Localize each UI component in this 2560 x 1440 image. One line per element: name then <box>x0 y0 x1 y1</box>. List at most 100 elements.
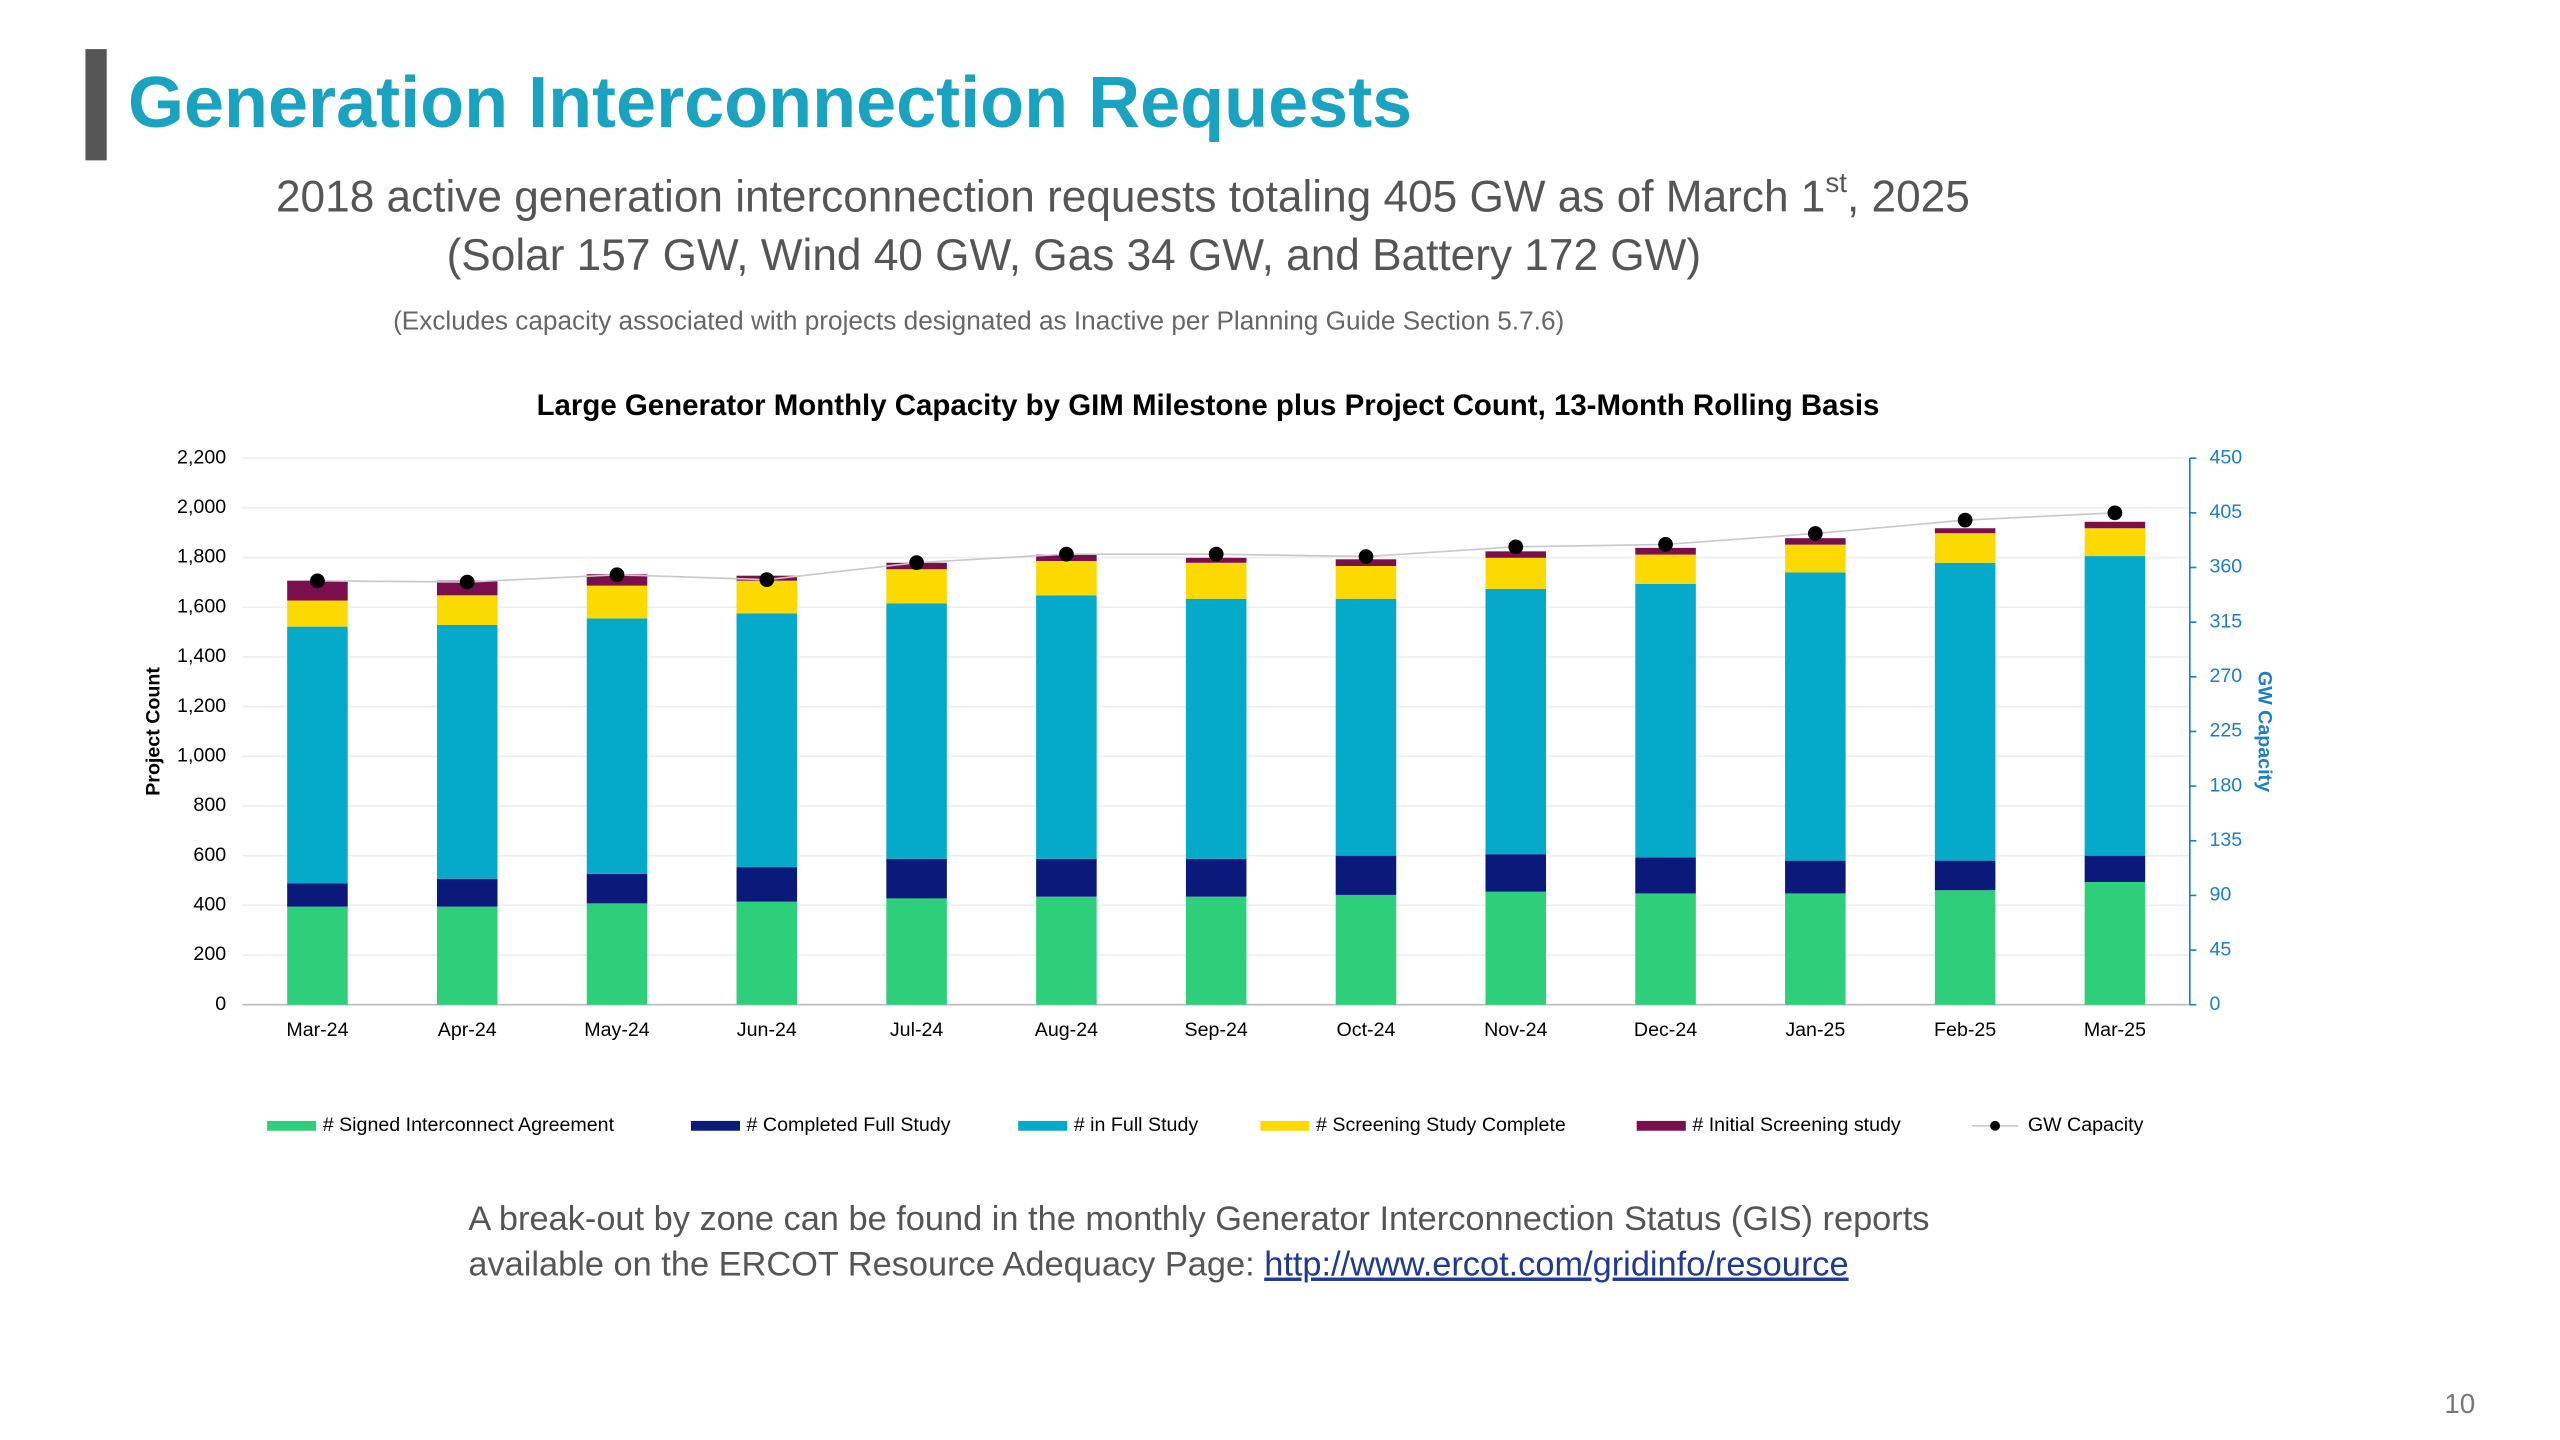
chart-title: Large Generator Monthly Capacity by GIM … <box>537 389 1880 422</box>
legend-label: # Initial Screening study <box>1692 1114 1901 1136</box>
footer-text: available on the ERCOT Resource Adequacy… <box>468 1246 1264 1284</box>
subtitle-text: 2018 active generation interconnection r… <box>276 172 1825 221</box>
bar-segment <box>1635 893 1696 1005</box>
bar-segment <box>1335 894 1397 1005</box>
gw-point <box>310 573 325 589</box>
bar-segment <box>586 585 648 619</box>
y-tick-label: 1,000 <box>177 744 226 766</box>
y2-axis-label: GW Capacity <box>2253 671 2275 792</box>
legend-swatch <box>267 1120 317 1131</box>
note: (Excludes capacity associated with proje… <box>393 305 1564 335</box>
legend-label: # Completed Full Study <box>747 1114 951 1136</box>
bar-segment <box>436 906 498 1005</box>
y-tick-label: 1,600 <box>177 595 226 617</box>
bar-segment <box>287 600 348 627</box>
bar-segment <box>1036 896 1097 1005</box>
bar-segment <box>586 618 648 874</box>
subtitle: (Solar 157 GW, Wind 40 GW, Gas 34 GW, an… <box>447 231 1701 280</box>
bar-segment <box>1485 557 1547 589</box>
x-tick-label: Oct-24 <box>1337 1019 1396 1041</box>
bar-segment <box>886 569 947 604</box>
bar-segment <box>1185 562 1247 599</box>
legend-label: # in Full Study <box>1074 1114 1199 1136</box>
gw-point <box>909 555 924 570</box>
y-tick-label: 0 <box>215 993 226 1015</box>
bar-segment <box>2084 855 2146 883</box>
bar-segment <box>736 867 798 902</box>
bar-segment <box>1335 598 1397 856</box>
gw-point <box>759 572 775 587</box>
legend-swatch <box>1636 1120 1686 1131</box>
bar-segment <box>1036 561 1097 596</box>
bar-segment <box>1335 855 1397 895</box>
gw-point <box>2107 505 2123 521</box>
x-tick-label: Mar-24 <box>286 1019 348 1041</box>
bar-segment <box>1785 860 1846 894</box>
bar-segment <box>2084 556 2146 856</box>
bar-segment <box>1485 891 1547 1005</box>
x-tick-label: Mar-25 <box>2084 1019 2146 1041</box>
bar-segment <box>886 898 947 1005</box>
gw-point <box>1208 546 1224 562</box>
bar-segment <box>1934 528 1996 534</box>
y-tick-label: 1,200 <box>177 695 226 717</box>
bar-segment <box>1785 544 1846 573</box>
y2-tick-label: 45 <box>2209 938 2231 960</box>
x-tick-label: Jul-24 <box>890 1019 944 1041</box>
bar-segment <box>2084 528 2146 557</box>
x-tick-label: Feb-25 <box>1934 1019 1996 1041</box>
gw-point <box>1059 546 1074 562</box>
bar-segment <box>1635 857 1696 894</box>
y-tick-label: 200 <box>193 943 226 965</box>
y-tick-label: 600 <box>193 844 226 866</box>
x-tick-label: May-24 <box>584 1019 650 1041</box>
bar-segment <box>736 901 798 1005</box>
bar-segment <box>1485 551 1547 558</box>
bar-segment <box>1036 858 1097 897</box>
bar-segment <box>436 878 498 907</box>
bar-segment <box>2084 882 2146 1005</box>
bar-segment <box>1785 572 1846 861</box>
x-tick-label: Jan-25 <box>1785 1019 1845 1041</box>
bar-segment <box>1335 566 1397 599</box>
bar-segment <box>586 903 648 1005</box>
bar-segment <box>1785 538 1846 545</box>
subtitle-text: , 2025 <box>1847 172 1970 221</box>
bar-segment <box>586 873 648 904</box>
bar-segment <box>1185 858 1247 897</box>
bar-segment <box>886 858 947 899</box>
page-number: 10 <box>2444 1388 2475 1419</box>
bar-segment <box>436 624 498 879</box>
resource-link[interactable]: http://www.ercot.com/gridinfo/resource <box>1264 1246 1848 1284</box>
bar-segment <box>287 626 348 884</box>
y-tick-label: 800 <box>193 794 226 816</box>
x-tick-label: Apr-24 <box>438 1019 497 1041</box>
x-tick-label: Sep-24 <box>1185 1019 1248 1041</box>
gw-point <box>1508 539 1524 555</box>
bar-segment <box>1485 588 1547 855</box>
y2-tick-label: 360 <box>2209 556 2242 578</box>
bar-segment <box>1934 562 1996 861</box>
y2-tick-label: 180 <box>2209 774 2242 796</box>
x-tick-label: Dec-24 <box>1634 1019 1697 1041</box>
y2-tick-label: 90 <box>2209 884 2231 906</box>
gw-point <box>609 567 625 583</box>
y-tick-label: 1,800 <box>177 546 226 568</box>
legend-label: # Signed Interconnect Agreement <box>323 1114 615 1136</box>
gw-point <box>459 574 475 590</box>
title-accent <box>85 49 107 161</box>
y-tick-label: 400 <box>193 894 226 916</box>
bar-segment <box>1036 595 1097 859</box>
y2-tick-label: 0 <box>2209 993 2220 1015</box>
bar-segment <box>886 603 947 859</box>
y2-tick-label: 405 <box>2209 501 2242 523</box>
bar-segment <box>1785 893 1846 1005</box>
bar-segment <box>1185 896 1247 1005</box>
bar-segment <box>287 906 348 1005</box>
y2-tick-label: 135 <box>2209 829 2242 851</box>
bar-segment <box>287 580 348 601</box>
footer-text: A break-out by zone can be found in the … <box>468 1200 1929 1238</box>
y2-tick-label: 450 <box>2209 446 2242 468</box>
